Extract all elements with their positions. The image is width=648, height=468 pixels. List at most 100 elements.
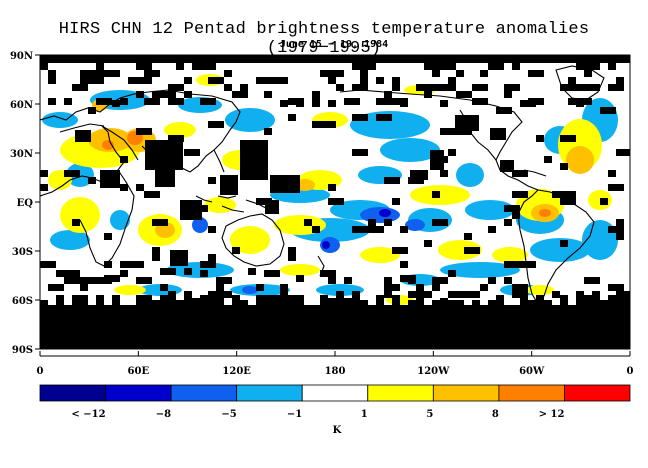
missing-data-cell <box>616 184 624 191</box>
missing-data-cell <box>296 100 304 107</box>
missing-data-cell <box>440 63 448 70</box>
missing-data-cell <box>352 63 360 70</box>
missing-data-cell <box>136 261 144 268</box>
missing-data-cell <box>40 63 48 70</box>
missing-data-cell <box>256 295 264 305</box>
missing-data-cell <box>432 284 440 291</box>
missing-data-cell <box>184 212 192 219</box>
missing-data-cell <box>456 91 472 98</box>
missing-data-cell <box>568 98 576 105</box>
missing-data-band <box>40 305 630 349</box>
colorbar-label: 8 <box>492 409 499 420</box>
anomaly-patch <box>530 238 590 262</box>
anomaly-patch <box>164 122 196 138</box>
missing-data-cell <box>592 291 600 298</box>
missing-data-cell <box>392 295 400 305</box>
anomaly-patch <box>225 108 275 132</box>
anomaly-patch <box>192 217 208 233</box>
missing-data-cell <box>64 170 80 177</box>
antarctica-coastline <box>40 311 630 321</box>
missing-data-cell <box>480 84 488 91</box>
missing-data-cell <box>208 226 216 233</box>
missing-data-cell <box>168 84 184 91</box>
missing-data-cell <box>448 270 456 277</box>
missing-data-cell <box>504 219 512 226</box>
missing-data-cell <box>464 233 472 240</box>
anomaly-patch <box>438 240 482 260</box>
missing-data-cell <box>600 300 608 305</box>
missing-data-cell <box>256 77 264 84</box>
missing-data-cell <box>496 295 504 305</box>
missing-data-cell <box>584 277 600 284</box>
missing-data-cell <box>480 70 488 77</box>
missing-data-cell <box>584 84 600 91</box>
lon-tick-label: 120E <box>222 366 251 377</box>
missing-data-cell <box>152 219 168 226</box>
missing-data-cell <box>288 114 296 121</box>
greenland-coastline <box>555 65 605 101</box>
missing-data-cell <box>240 300 248 305</box>
missing-data-cell <box>184 298 200 305</box>
colorbar-label: −5 <box>221 409 236 420</box>
missing-data-cell <box>416 84 424 91</box>
missing-data-cell <box>432 300 440 305</box>
missing-data-cell <box>616 219 624 226</box>
missing-data-cell <box>512 191 528 198</box>
missing-data-cell <box>320 121 336 128</box>
missing-data-cell <box>488 277 496 284</box>
missing-data-cell <box>504 91 512 98</box>
missing-data-cell <box>128 77 136 84</box>
missing-data-cell <box>384 177 392 184</box>
missing-data-cell <box>104 170 112 177</box>
colorbar-label: −8 <box>156 409 171 420</box>
anomaly-field <box>40 55 630 349</box>
colorbar-label: > 12 <box>539 409 565 420</box>
missing-data-cell <box>320 70 328 77</box>
missing-data-cell <box>360 63 376 70</box>
colorbar-label: −1 <box>287 409 302 420</box>
missing-data-cell <box>48 98 56 105</box>
missing-data-cell <box>352 226 368 233</box>
missing-data-cell <box>424 63 432 70</box>
colorbar: < −12 −8 −5 −1 1 5 8 > 12 K <box>39 384 631 436</box>
missing-data-cell <box>352 291 360 298</box>
missing-data-cell <box>608 226 624 233</box>
colorbar-swatch <box>39 384 106 402</box>
missing-data-cell <box>168 98 184 105</box>
missing-data-cell <box>112 295 120 305</box>
missing-data-cell <box>136 277 152 284</box>
middle-east-coastline <box>101 125 139 161</box>
missing-data-cell <box>184 77 192 84</box>
missing-data-cell <box>400 226 408 233</box>
anomaly-patch <box>566 146 594 174</box>
caribbean-coastline <box>523 169 547 177</box>
missing-data-cell <box>168 295 176 305</box>
missing-data-cell <box>440 300 448 305</box>
missing-data-cell <box>584 295 592 305</box>
anomaly-patch <box>456 163 484 187</box>
missing-data-cell <box>344 98 352 105</box>
missing-data-cell <box>155 165 175 187</box>
missing-data-cell <box>96 98 104 105</box>
missing-data-cell <box>40 170 48 177</box>
missing-data-cell <box>120 270 128 277</box>
missing-data-cell <box>200 205 208 212</box>
missing-data-cell <box>144 77 152 84</box>
anomaly-patch <box>42 112 78 128</box>
anomaly-patch <box>350 111 430 139</box>
missing-data-cell <box>496 63 504 70</box>
missing-data-cell <box>72 295 80 305</box>
missing-data-cell <box>400 98 408 105</box>
missing-data-cell <box>144 98 160 105</box>
missing-data-cell <box>160 295 168 305</box>
colorbar-label: < −12 <box>71 409 105 420</box>
missing-data-cell <box>104 98 112 105</box>
missing-data-cell <box>490 128 506 140</box>
missing-data-cell <box>576 63 584 70</box>
missing-data-cell <box>136 63 152 70</box>
missing-data-cell <box>176 300 184 305</box>
missing-data-cell <box>280 291 288 298</box>
missing-data-cell <box>336 84 344 91</box>
missing-data-cell <box>432 70 440 77</box>
missing-data-cell <box>376 114 392 121</box>
